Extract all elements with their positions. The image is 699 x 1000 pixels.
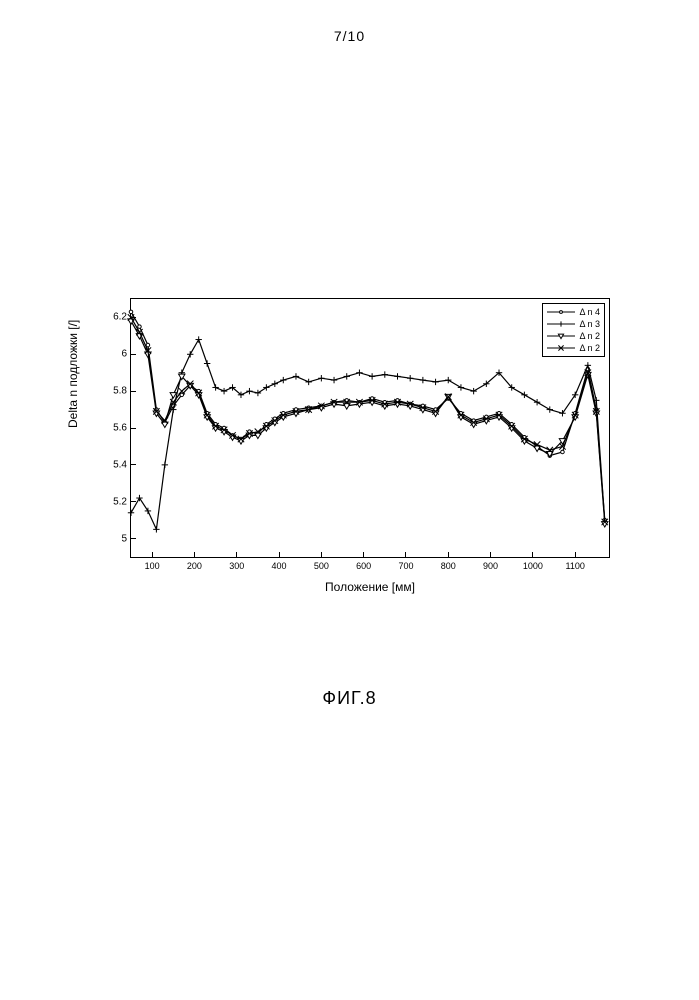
y-tick-mark <box>131 317 136 318</box>
page-number: 7/10 <box>0 28 699 44</box>
series-dn2a <box>128 319 608 527</box>
series-dn3 <box>128 336 608 532</box>
y-tick-mark <box>131 354 136 355</box>
x-tick-label: 100 <box>145 557 160 571</box>
legend-marker-icon <box>547 343 575 353</box>
y-tick-label: 5 <box>121 533 131 544</box>
x-axis-label: Положение [мм] <box>130 580 610 594</box>
x-tick-label: 1100 <box>565 557 584 571</box>
legend-item: Δ n 4 <box>547 306 600 318</box>
legend-marker-icon <box>547 319 575 329</box>
x-tick-label: 300 <box>229 557 244 571</box>
y-tick-label: 5.2 <box>113 496 131 507</box>
figure-caption: ФИГ.8 <box>0 688 699 709</box>
x-tick-label: 700 <box>398 557 413 571</box>
y-tick-label: 6 <box>121 349 131 360</box>
legend-marker-icon <box>547 307 575 317</box>
legend-item: Δ n 2 <box>547 330 600 342</box>
chart-figure: Delta n подложки [/] Положение [мм] Δ n … <box>72 288 626 608</box>
y-tick-mark <box>131 501 136 502</box>
legend-label: Δ n 4 <box>579 306 600 318</box>
y-tick-label: 5.6 <box>113 423 131 434</box>
legend-label: Δ n 2 <box>579 342 600 354</box>
legend: Δ n 4Δ n 3Δ n 2Δ n 2 <box>542 303 605 357</box>
x-tick-label: 400 <box>272 557 287 571</box>
y-axis-label: Delta n подложки [/] <box>66 320 80 428</box>
y-tick-mark <box>131 391 136 392</box>
legend-label: Δ n 3 <box>579 318 600 330</box>
series-dn4 <box>129 310 606 522</box>
y-tick-label: 5.4 <box>113 459 131 470</box>
x-tick-label: 1000 <box>523 557 543 571</box>
legend-label: Δ n 2 <box>579 330 600 342</box>
y-tick-mark <box>131 464 136 465</box>
x-tick-label: 800 <box>441 557 456 571</box>
x-tick-label: 200 <box>187 557 202 571</box>
x-tick-label: 600 <box>356 557 371 571</box>
legend-item: Δ n 3 <box>547 318 600 330</box>
x-tick-label: 900 <box>483 557 498 571</box>
y-tick-mark <box>131 538 136 539</box>
legend-marker-icon <box>547 331 575 341</box>
y-tick-label: 5.8 <box>113 386 131 397</box>
y-tick-mark <box>131 428 136 429</box>
series-dn2b <box>128 314 608 525</box>
x-tick-label: 500 <box>314 557 329 571</box>
legend-item: Δ n 2 <box>547 342 600 354</box>
y-tick-label: 6.2 <box>113 312 131 323</box>
plot-svg <box>131 299 609 557</box>
plot-area: Δ n 4Δ n 3Δ n 2Δ n 2 55.25.45.65.866.210… <box>130 298 610 558</box>
page: 7/10 Delta n подложки [/] Положение [мм]… <box>0 0 699 1000</box>
